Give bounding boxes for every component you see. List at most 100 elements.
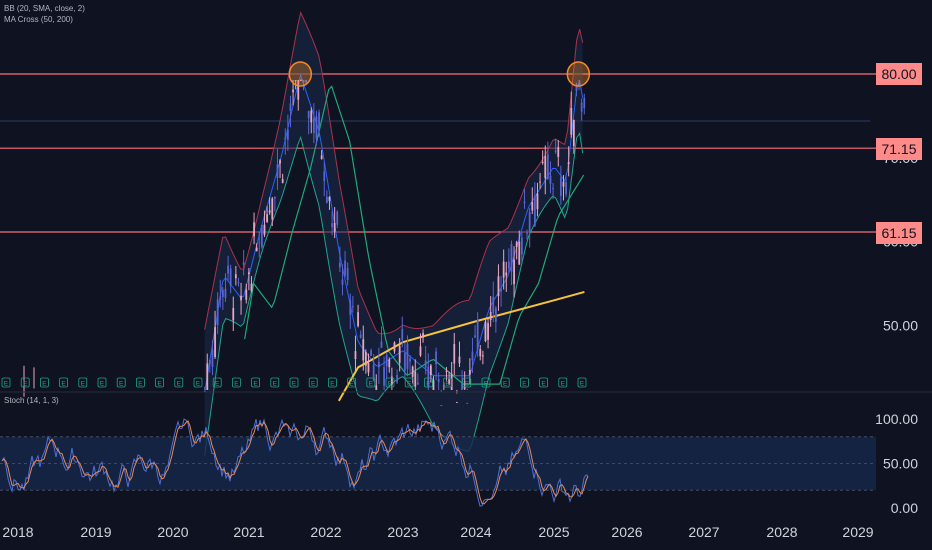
earnings-badge[interactable]: E [347, 377, 357, 388]
earnings-badge[interactable]: E [520, 377, 529, 388]
candle-body[interactable] [263, 224, 266, 235]
candle-body[interactable] [208, 360, 211, 365]
candle-body[interactable] [580, 102, 583, 112]
earnings-badge[interactable]: E [289, 377, 299, 388]
earnings-badge[interactable]: E [423, 377, 433, 388]
candle-body[interactable] [370, 350, 372, 356]
highlight-circle-0[interactable] [288, 61, 313, 87]
stochastic-pane[interactable] [0, 418, 876, 507]
candle-body[interactable] [390, 376, 393, 385]
candle-body[interactable] [224, 288, 227, 298]
candle-body[interactable] [211, 349, 214, 367]
candle-body[interactable] [557, 147, 560, 157]
candle-body[interactable] [333, 222, 336, 232]
candle-body[interactable] [539, 181, 541, 183]
candle-body[interactable] [232, 307, 235, 321]
candle-body[interactable] [406, 343, 409, 370]
candle-body[interactable] [533, 196, 536, 226]
candle-body[interactable] [575, 84, 578, 91]
candle-body[interactable] [502, 261, 505, 278]
candle-body[interactable] [320, 155, 323, 160]
earnings-badge[interactable]: E [385, 377, 395, 388]
candle-body[interactable] [531, 201, 534, 211]
candle-body[interactable] [435, 351, 437, 365]
candle-body[interactable] [388, 359, 391, 368]
earnings-badge[interactable]: E [1, 377, 11, 388]
candle-body[interactable] [357, 312, 359, 327]
candle-body[interactable] [422, 333, 424, 338]
candle-body[interactable] [294, 80, 297, 81]
candle-body[interactable] [323, 171, 326, 182]
candle-body[interactable] [266, 214, 268, 222]
candle-body[interactable] [526, 232, 528, 234]
candle-body[interactable] [234, 274, 237, 279]
candle-body[interactable] [372, 364, 375, 380]
candle-body[interactable] [479, 349, 482, 357]
earnings-badge[interactable]: E [500, 377, 510, 388]
candle-body[interactable] [253, 222, 255, 237]
candle-body[interactable] [338, 262, 341, 268]
earnings-badge[interactable]: E [193, 377, 203, 388]
candle-body[interactable] [453, 344, 456, 364]
candle-body[interactable] [474, 335, 476, 338]
candle-body[interactable] [500, 288, 502, 292]
candle-body[interactable] [497, 276, 500, 297]
candle-body[interactable] [552, 187, 554, 189]
candle-body[interactable] [518, 241, 521, 265]
candle-body[interactable] [565, 181, 567, 195]
candle-body[interactable] [437, 379, 440, 383]
candle-body[interactable] [546, 154, 549, 180]
candle-body[interactable] [364, 351, 367, 366]
candle-body[interactable] [344, 260, 346, 276]
candle-body[interactable] [281, 178, 284, 183]
earnings-badge[interactable]: E [97, 377, 107, 388]
candle-body[interactable] [578, 82, 580, 86]
candle-body[interactable] [489, 312, 492, 321]
candle-body[interactable] [458, 356, 461, 364]
candle-body[interactable] [484, 321, 487, 342]
earnings-badge[interactable]: E [558, 377, 568, 388]
candle-body[interactable] [494, 308, 497, 322]
candle-body[interactable] [375, 385, 378, 390]
candle-body[interactable] [455, 401, 458, 403]
candle-body[interactable] [260, 224, 263, 248]
earnings-badge[interactable]: E [155, 377, 165, 388]
candle-body[interactable] [468, 370, 471, 375]
stoch-indicator-label[interactable]: Stoch (14, 1, 3) [4, 396, 59, 405]
earnings-badge[interactable]: E [212, 377, 222, 388]
earnings-badge[interactable]: E [20, 377, 30, 388]
candle-body[interactable] [377, 361, 380, 368]
candle-body[interactable] [448, 379, 450, 384]
earnings-badge[interactable]: E [481, 377, 491, 388]
candle-body[interactable] [515, 242, 518, 248]
candle-body[interactable] [492, 296, 495, 314]
candle-body[interactable] [554, 150, 557, 152]
candle-body[interactable] [273, 196, 276, 199]
candle-body[interactable] [216, 299, 219, 325]
candle-body[interactable] [385, 354, 388, 367]
candle-body[interactable] [258, 242, 261, 244]
earnings-badge[interactable]: E [251, 377, 261, 388]
earnings-badge[interactable]: E [443, 377, 453, 388]
candle-body[interactable] [572, 119, 575, 146]
candle-body[interactable] [398, 345, 401, 363]
candle-body[interactable] [432, 380, 435, 390]
candle-body[interactable] [268, 210, 271, 213]
candle-body[interactable] [380, 341, 383, 348]
candle-body[interactable] [302, 80, 305, 83]
candle-body[interactable] [427, 366, 430, 388]
candle-body[interactable] [510, 244, 513, 272]
candle-body[interactable] [461, 383, 463, 390]
candle-body[interactable] [487, 323, 489, 340]
candle-body[interactable] [305, 80, 307, 83]
highlight-circle-1[interactable] [566, 61, 591, 87]
candle-body[interactable] [476, 320, 479, 350]
candle-body[interactable] [541, 161, 544, 163]
earnings-badge[interactable]: E [40, 377, 49, 388]
earnings-badge[interactable]: E [135, 377, 145, 388]
candle-body[interactable] [362, 339, 365, 361]
candle-body[interactable] [312, 118, 315, 133]
candle-body[interactable] [414, 371, 417, 387]
